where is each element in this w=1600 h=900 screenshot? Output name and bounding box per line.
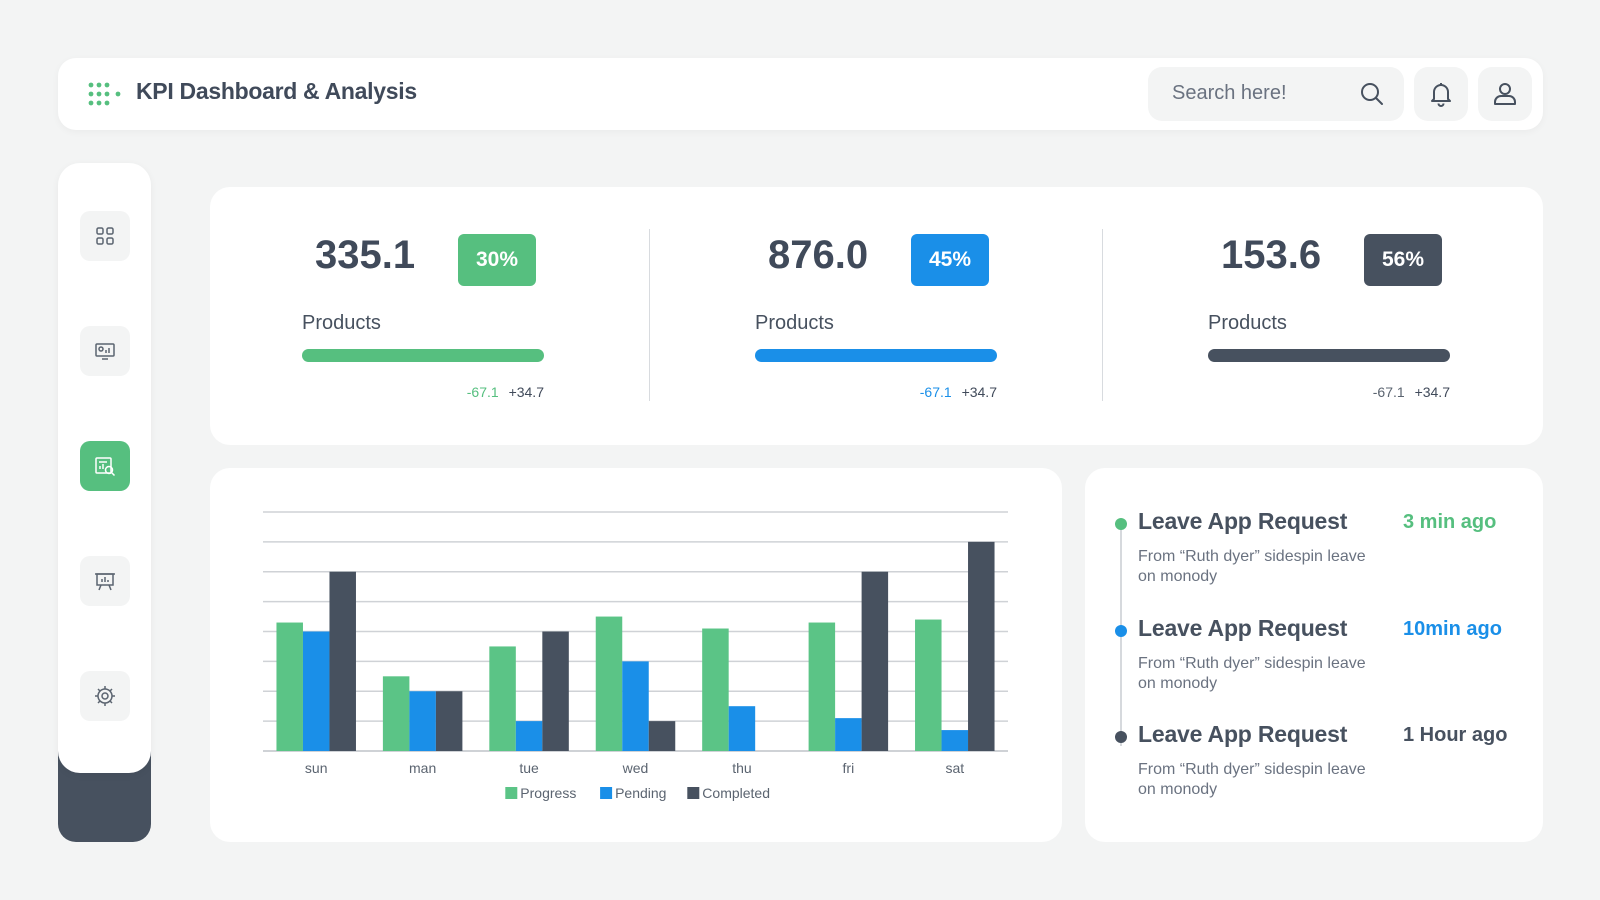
bar-pending [409, 691, 436, 751]
kpi-label: Products [755, 312, 834, 334]
x-tick-label: wed [622, 760, 649, 776]
top-bar: KPI Dashboard & Analysis Search here! [58, 58, 1543, 130]
bar-pending [302, 631, 330, 751]
kpi-divider [649, 229, 650, 401]
kpi-change-positive: +34.7 [508, 384, 544, 400]
page-title: KPI Dashboard & Analysis [136, 78, 417, 104]
kpi-progress-bar [755, 349, 997, 362]
notifications-button[interactable] [1414, 67, 1468, 121]
kpi-summary-card: 335.1 30% Products -67.1 +34.7 876.0 45%… [210, 187, 1543, 445]
bar-progress [595, 616, 623, 751]
activity-description: From “Ruth dyer” sidespin leave on monod… [1138, 548, 1366, 585]
bar-progress [808, 622, 836, 751]
weekly-status-chart-card: sun man tue wed thu fri sat Progress Pending Comp… [210, 468, 1062, 842]
activity-item[interactable]: Leave App Request 1 Hour ago From “Ruth … [1085, 711, 1543, 811]
legend-swatch [687, 787, 700, 799]
bar-completed [435, 691, 463, 751]
bell-icon [1431, 83, 1451, 107]
activity-description: From “Ruth dyer” sidespin leave on monod… [1138, 761, 1366, 798]
settings-gear-icon [95, 686, 115, 706]
bar-progress [702, 628, 729, 751]
x-tick-label: thu [732, 760, 751, 776]
sidebar-item-monitor[interactable] [80, 326, 130, 376]
kpi-value: 335.1 [315, 233, 416, 277]
user-profile-button[interactable] [1478, 67, 1532, 121]
bar-pending [622, 661, 649, 751]
kpi-changes: -67.1 +34.7 [755, 384, 997, 400]
dots-grid-logo-icon[interactable] [88, 82, 122, 106]
activity-time: 10min ago [1403, 618, 1502, 640]
kpi-percent-badge: 30% [458, 234, 536, 286]
activity-title: Leave App Request [1138, 615, 1348, 641]
bar-completed [329, 571, 356, 751]
legend-label: Progress [520, 785, 576, 801]
bar-progress [915, 619, 942, 751]
bar-chart: sun man tue wed thu fri sat Progress Pending Comp… [263, 511, 1008, 801]
activity-time: 1 Hour ago [1403, 724, 1508, 746]
kpi-label: Products [1208, 312, 1287, 334]
kpi-divider [1102, 229, 1103, 401]
kpi-change-negative: -67.1 [919, 384, 952, 400]
kpi-value: 876.0 [768, 233, 869, 277]
activity-description: From “Ruth dyer” sidespin leave on monod… [1138, 655, 1366, 692]
bar-progress [382, 676, 410, 751]
sidebar-item-settings[interactable] [80, 671, 130, 721]
bar-pending [515, 721, 543, 751]
x-tick-label: tue [519, 760, 539, 776]
timeline-dot [1115, 731, 1127, 743]
kpi-item: 876.0 45% Products -67.1 +34.7 [755, 187, 1055, 445]
legend-label: Pending [615, 785, 666, 801]
bar-pending [941, 730, 969, 751]
kpi-changes: -67.1 +34.7 [302, 384, 544, 400]
timeline-dot [1115, 625, 1127, 637]
bar-completed [648, 721, 676, 751]
search-icon[interactable] [1358, 80, 1386, 108]
activity-timeline-card: Leave App Request 3 min ago From “Ruth d… [1085, 468, 1543, 842]
kpi-item: 153.6 56% Products -67.1 +34.7 [1208, 187, 1508, 445]
kpi-percent-badge: 56% [1364, 234, 1442, 286]
activity-time: 3 min ago [1403, 511, 1497, 533]
sidebar-item-reports[interactable] [80, 441, 130, 491]
bar-completed [861, 571, 889, 751]
kpi-progress-bar [1208, 349, 1450, 362]
kpi-change-negative: -67.1 [466, 384, 499, 400]
kpi-item: 335.1 30% Products -67.1 +34.7 [302, 187, 602, 445]
x-tick-label: fri [843, 760, 855, 776]
kpi-value: 153.6 [1221, 233, 1322, 277]
search-box[interactable]: Search here! [1148, 67, 1404, 121]
sidebar [58, 163, 151, 773]
kpi-changes: -67.1 +34.7 [1208, 384, 1450, 400]
kpi-label: Products [302, 312, 381, 334]
monitor-chart-icon [95, 343, 115, 360]
user-icon [1494, 83, 1516, 105]
activity-item[interactable]: Leave App Request 3 min ago From “Ruth d… [1085, 498, 1543, 598]
activity-title: Leave App Request [1138, 721, 1348, 747]
sidebar-item-dashboard[interactable] [80, 211, 130, 261]
x-tick-label: man [409, 760, 436, 776]
x-tick-label: sat [945, 760, 964, 776]
kpi-percent-badge: 45% [911, 234, 989, 286]
kpi-change-positive: +34.7 [1414, 384, 1450, 400]
bar-completed [968, 541, 995, 751]
legend-swatch [505, 787, 518, 799]
report-analysis-icon [95, 457, 116, 477]
search-input[interactable]: Search here! [1172, 82, 1287, 104]
bar-progress [489, 646, 516, 751]
kpi-change-positive: +34.7 [961, 384, 997, 400]
bar-pending [835, 718, 862, 751]
x-tick-label: sun [305, 760, 328, 776]
activity-item[interactable]: Leave App Request 10min ago From “Ruth d… [1085, 605, 1543, 705]
bar-pending [728, 706, 756, 751]
bar-completed [542, 631, 569, 751]
kpi-progress-bar [302, 349, 544, 362]
grid-icon [96, 227, 114, 245]
bar-progress [276, 622, 303, 751]
timeline-dot [1115, 518, 1127, 530]
sidebar-item-presentation[interactable] [80, 556, 130, 606]
activity-title: Leave App Request [1138, 508, 1348, 534]
presentation-board-icon [95, 573, 115, 591]
kpi-change-negative: -67.1 [1372, 384, 1405, 400]
legend-swatch [600, 787, 613, 799]
legend-label: Completed [702, 785, 770, 801]
